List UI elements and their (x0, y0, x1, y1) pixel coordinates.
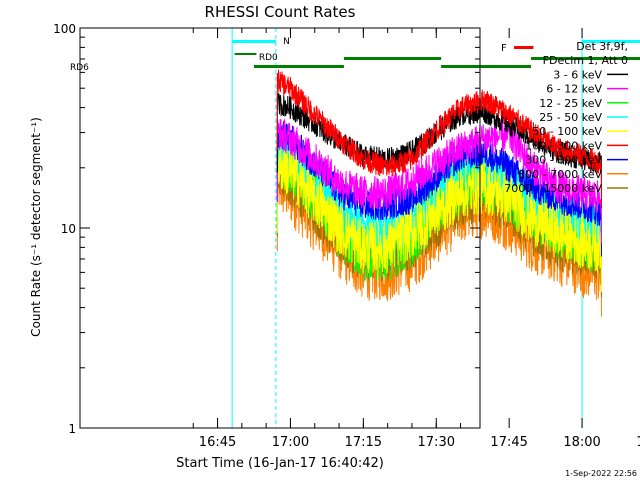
legend-header-line: Det 3f,9f, (576, 40, 628, 53)
y-tick-label: 100 (53, 22, 76, 36)
legend-entry-label: 6 - 12 keV (546, 83, 602, 96)
rd6-bar-1 (253, 65, 344, 68)
series-line-1 (276, 118, 602, 244)
y-tick-label: 10 (61, 222, 76, 236)
plot-axes: 1 10 100 16:45 17:00 17:15 17:30 17:45 18:00 18:1… (53, 22, 640, 450)
legend-entry-label: 3 - 6 keV (553, 68, 602, 81)
y-axis-label: Count Rate (s⁻¹ detector segment⁻¹) (29, 117, 43, 337)
legend-entry-label: 300 - 800 keV (525, 154, 602, 167)
x-tick-label: 17:00 (272, 435, 309, 450)
chart-title: RHESSI Count Rates (205, 3, 356, 21)
flare-flag-label: F (501, 43, 507, 54)
legend-header-line: FDecim 1, Att 0 (543, 54, 628, 67)
x-tick-label: 17:45 (490, 435, 527, 450)
timestamp-label: 1-Sep-2022 22:56 (565, 469, 637, 478)
x-tick-label: 16:45 (199, 435, 236, 450)
legend-entry-label: 7000 - 15000 keV (504, 182, 602, 195)
y-tick-label: 1 (68, 422, 76, 436)
legend-entry-label: 12 - 25 keV (539, 97, 602, 110)
rd0-flag-label: RD0 (259, 53, 278, 63)
night-flag-label: N (283, 37, 290, 47)
rd6-bar-2 (441, 65, 532, 68)
legend-entry-label: 100 - 300 keV (525, 139, 602, 152)
rd0-bar-1 (343, 57, 442, 60)
x-tick-label: 18:00 (563, 435, 600, 450)
series-line-5 (276, 69, 602, 208)
rd0-bar-2 (531, 57, 640, 60)
x-tick-label: 17:30 (418, 435, 455, 450)
series-layer (276, 69, 602, 317)
flare-flag-bar (514, 46, 534, 49)
night2-flag-bar (582, 40, 640, 43)
x-axis-label: Start Time (16-Jan-17 16:40:42) (176, 456, 384, 471)
legend-entry-label: 25 - 50 keV (539, 111, 602, 124)
rd0-tick-bar (234, 53, 257, 55)
legend-entry-label: 800 - 7000 keV (518, 168, 602, 181)
legend-entry-label: 50 - 100 keV (532, 125, 602, 138)
x-tick-label: 17:15 (345, 435, 382, 450)
x-tick-label: 18:15 (636, 435, 640, 450)
legend: Det 3f,9f,FDecim 1, Att 03 - 6 keV 6 - 12… (504, 40, 628, 195)
series-line-4 (276, 141, 602, 292)
night-flag-bar (232, 40, 276, 43)
